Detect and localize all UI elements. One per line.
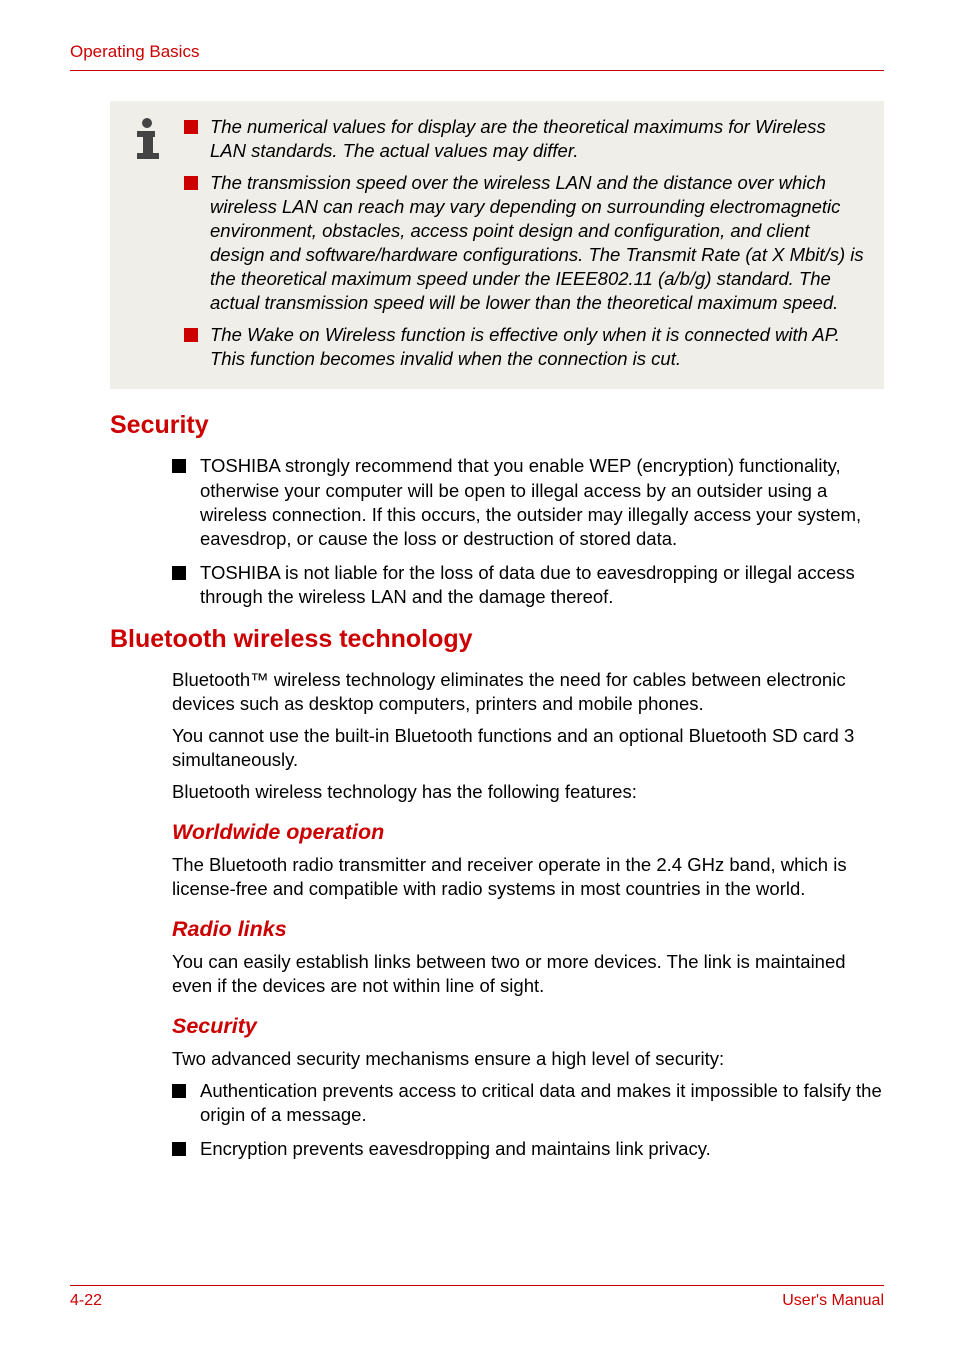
bullet-icon: [172, 1084, 186, 1098]
note-list: The numerical values for display are the…: [184, 115, 866, 371]
list-item: TOSHIBA strongly recommend that you enab…: [172, 454, 884, 550]
note-text: The Wake on Wireless function is effecti…: [210, 323, 866, 371]
header-divider: [70, 70, 884, 71]
subheading-security-2: Security: [172, 1014, 884, 1039]
note-item: The transmission speed over the wireless…: [184, 171, 866, 315]
info-icon: [128, 115, 168, 371]
bullet-icon: [184, 120, 198, 134]
subheading-radio-links: Radio links: [172, 917, 884, 942]
heading-bluetooth: Bluetooth wireless technology: [110, 625, 884, 654]
paragraph: You can easily establish links between t…: [172, 950, 884, 998]
note-text: The transmission speed over the wireless…: [210, 171, 866, 315]
subheading-worldwide: Worldwide operation: [172, 820, 884, 845]
paragraph: Bluetooth™ wireless technology eliminate…: [172, 668, 884, 716]
list-item: Authentication prevents access to critic…: [172, 1079, 884, 1127]
note-text: The numerical values for display are the…: [210, 115, 866, 163]
bullet-text: Encryption prevents eavesdropping and ma…: [200, 1137, 711, 1161]
bullet-icon: [184, 176, 198, 190]
paragraph: Two advanced security mechanisms ensure …: [172, 1047, 884, 1071]
bullet-icon: [172, 1142, 186, 1156]
heading-security: Security: [110, 411, 884, 440]
page-footer: 4-22 User's Manual: [70, 1285, 884, 1310]
paragraph: The Bluetooth radio transmitter and rece…: [172, 853, 884, 901]
manual-label: User's Manual: [782, 1292, 884, 1310]
bullet-icon: [172, 566, 186, 580]
note-item: The Wake on Wireless function is effecti…: [184, 323, 866, 371]
bullet-text: Authentication prevents access to critic…: [200, 1079, 884, 1127]
bullet-icon: [172, 459, 186, 473]
paragraph: Bluetooth wireless technology has the fo…: [172, 780, 884, 804]
bullet-text: TOSHIBA strongly recommend that you enab…: [200, 454, 884, 550]
footer-divider: [70, 1285, 884, 1286]
note-item: The numerical values for display are the…: [184, 115, 866, 163]
list-item: TOSHIBA is not liable for the loss of da…: [172, 561, 884, 609]
list-item: Encryption prevents eavesdropping and ma…: [172, 1137, 884, 1161]
bullet-text: TOSHIBA is not liable for the loss of da…: [200, 561, 884, 609]
info-note-box: The numerical values for display are the…: [110, 101, 884, 389]
bullet-icon: [184, 328, 198, 342]
paragraph: You cannot use the built-in Bluetooth fu…: [172, 724, 884, 772]
page-header: Operating Basics: [70, 42, 884, 62]
page-number: 4-22: [70, 1292, 102, 1310]
